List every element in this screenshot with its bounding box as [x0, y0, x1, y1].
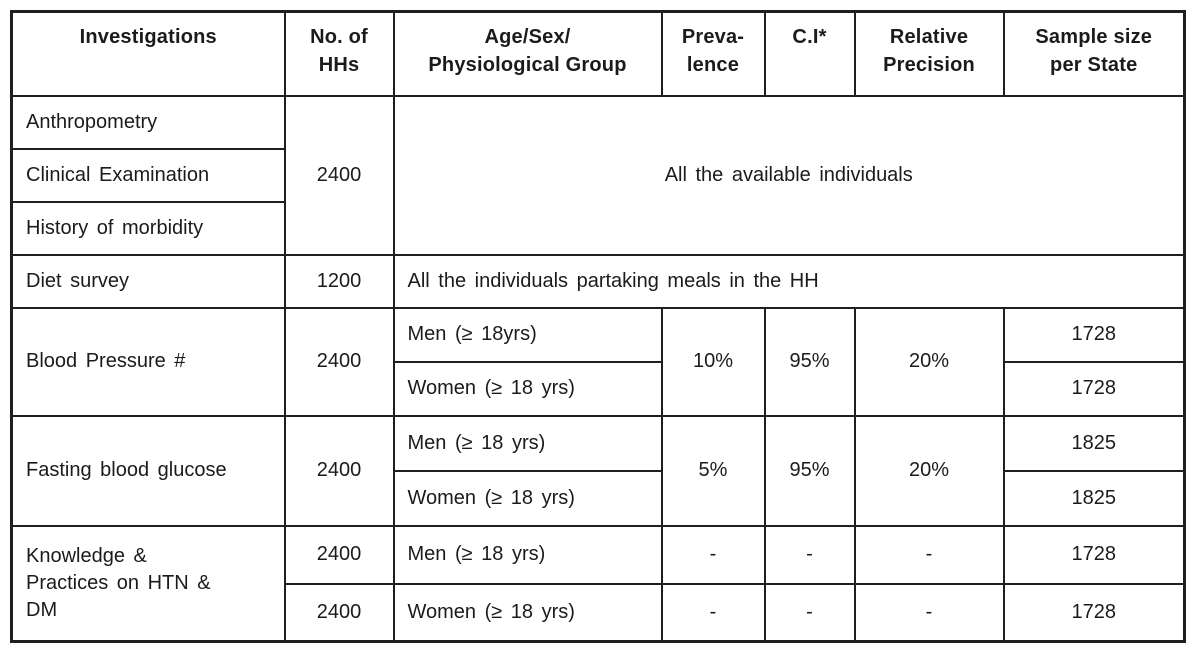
cell-no-of-hhs: 2400: [283, 306, 395, 417]
cell-ci: -: [763, 582, 856, 643]
row-blood-pressure-women: Women (≥ 18 yrs) 1728: [12, 360, 1186, 417]
cell-group: Women (≥ 18 yrs): [392, 582, 663, 643]
cell-sample-size: 1728: [1002, 524, 1186, 585]
cell-no-of-hhs: 2400: [283, 582, 395, 643]
cell-group: Women (≥ 18 yrs): [392, 360, 663, 417]
cell-investigation: Knowledge & Practices on HTN & DM: [10, 524, 286, 643]
cell-group: Men (≥ 18 yrs): [392, 524, 663, 585]
cell-relative-precision: 20%: [853, 414, 1005, 527]
cell-sample-size: 1728: [1002, 360, 1186, 417]
col-header-sample-size: Sample size per State: [1002, 10, 1186, 97]
row-history-of-morbidity: History of morbidity: [10, 200, 1185, 256]
col-header-no-of-hhs: No. of HHs: [283, 10, 395, 97]
cell-group-note: All the available individuals: [392, 94, 1186, 256]
row-clinical-examination: Clinical Examination: [10, 147, 1185, 203]
cell-ci: 95%: [763, 414, 856, 527]
cell-investigation: Anthropometry: [10, 94, 286, 150]
row-knowledge-practices-women: 2400 Women (≥ 18 yrs) - - - 1728: [12, 582, 1186, 643]
cell-relative-precision: -: [853, 582, 1005, 643]
row-fasting-glucose-women: Women (≥ 18 yrs) 1825: [12, 469, 1186, 527]
col-header-investigations: Investigations: [10, 10, 286, 97]
cell-investigation: Blood Pressure #: [10, 306, 286, 417]
cell-relative-precision: -: [853, 524, 1005, 585]
row-blood-pressure-men: Blood Pressure # 2400 Men (≥ 18yrs) 10% …: [10, 306, 1186, 417]
cell-investigation: Clinical Examination: [10, 147, 286, 203]
cell-sample-size: 1825: [1002, 414, 1186, 472]
row-anthropometry: Anthropometry 2400 All the available ind…: [10, 94, 1186, 256]
cell-investigation: History of morbidity: [10, 200, 286, 256]
cell-prevalence: 5%: [660, 414, 766, 527]
cell-no-of-hhs: 2400: [283, 524, 395, 585]
sampling-design-table: Investigations No. of HHs Age/Sex/ Physi…: [10, 10, 1186, 643]
col-header-prevalence: Preva- lence: [660, 10, 766, 97]
header-row: Investigations No. of HHs Age/Sex/ Physi…: [10, 10, 1186, 97]
cell-no-of-hhs: 2400: [283, 414, 395, 527]
cell-no-of-hhs: 1200: [283, 253, 395, 309]
cell-sample-size: 1825: [1002, 469, 1186, 527]
cell-prevalence: 10%: [660, 306, 766, 417]
cell-group: Men (≥ 18yrs): [392, 306, 663, 363]
cell-prevalence: -: [660, 582, 766, 643]
col-header-relative-precision: Relative Precision: [853, 10, 1005, 97]
cell-group-note: All the individuals partaking meals in t…: [392, 253, 1186, 309]
cell-investigation: Diet survey: [10, 253, 286, 309]
cell-prevalence: -: [660, 524, 766, 585]
col-header-age-sex-group: Age/Sex/ Physiological Group: [392, 10, 663, 97]
cell-group: Men (≥ 18 yrs): [392, 414, 663, 472]
cell-sample-size: 1728: [1002, 582, 1186, 643]
row-knowledge-practices-men: Knowledge & Practices on HTN & DM 2400 M…: [10, 524, 1186, 643]
cell-ci: -: [763, 524, 856, 585]
cell-investigation: Fasting blood glucose: [10, 414, 286, 527]
cell-ci: 95%: [763, 306, 856, 417]
cell-group: Women (≥ 18 yrs): [392, 469, 663, 527]
cell-no-of-hhs: 2400: [283, 94, 395, 256]
row-diet-survey: Diet survey 1200 All the individuals par…: [10, 253, 1186, 309]
row-fasting-glucose-men: Fasting blood glucose 2400 Men (≥ 18 yrs…: [10, 414, 1186, 527]
col-header-ci: C.I*: [763, 10, 856, 97]
cell-relative-precision: 20%: [853, 306, 1005, 417]
cell-sample-size: 1728: [1002, 306, 1186, 363]
